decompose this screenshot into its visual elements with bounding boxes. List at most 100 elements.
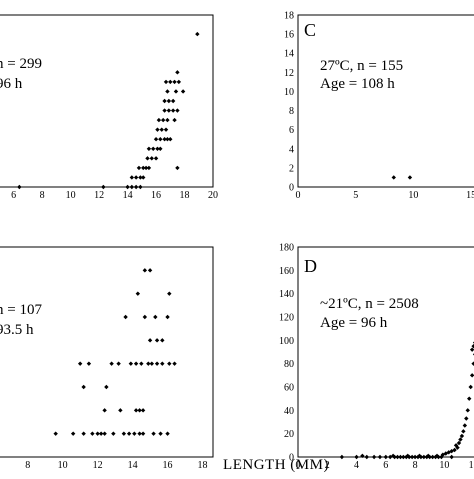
annotation-line-2: 93.5 h bbox=[0, 322, 34, 338]
annotation-line-2: Age = 108 h bbox=[320, 76, 395, 92]
data-point bbox=[158, 137, 162, 141]
data-point bbox=[150, 361, 154, 365]
data-point bbox=[154, 137, 158, 141]
data-point bbox=[104, 385, 108, 389]
plot-frame bbox=[0, 15, 213, 187]
data-point bbox=[167, 291, 171, 295]
y-tick-label: 100 bbox=[279, 336, 294, 347]
data-points bbox=[17, 32, 199, 189]
data-point bbox=[167, 99, 171, 103]
data-point bbox=[354, 455, 358, 459]
data-point bbox=[143, 315, 147, 319]
y-tick-label: 14 bbox=[284, 49, 294, 60]
data-point bbox=[378, 455, 382, 459]
data-point bbox=[165, 89, 169, 93]
data-point bbox=[165, 118, 169, 122]
data-point bbox=[134, 361, 138, 365]
x-tick-label: 6 bbox=[11, 190, 16, 201]
data-point bbox=[153, 315, 157, 319]
data-point bbox=[172, 80, 176, 84]
data-point bbox=[154, 156, 158, 160]
data-point bbox=[116, 361, 120, 365]
y-tick-label: 120 bbox=[279, 313, 294, 324]
data-point bbox=[130, 175, 134, 179]
data-point bbox=[466, 408, 470, 412]
annotation-line-1: n = 299 bbox=[0, 56, 42, 72]
data-point bbox=[461, 429, 465, 433]
data-point bbox=[160, 361, 164, 365]
data-point bbox=[130, 185, 134, 189]
plot-frame bbox=[298, 247, 474, 457]
data-point bbox=[157, 118, 161, 122]
x-axis-title: LENGTH (MM) bbox=[223, 457, 329, 473]
x-tick-label: 18 bbox=[180, 190, 190, 201]
data-point bbox=[147, 147, 151, 151]
data-point bbox=[172, 118, 176, 122]
data-point bbox=[123, 315, 127, 319]
data-point bbox=[127, 431, 131, 435]
data-point bbox=[111, 431, 115, 435]
data-point bbox=[132, 431, 136, 435]
y-tick-label: 8 bbox=[289, 106, 294, 117]
x-tick-label: 6 bbox=[383, 460, 388, 471]
annotation-line-1: 27ºC, n = 155 bbox=[320, 58, 403, 74]
data-point bbox=[90, 431, 94, 435]
data-point bbox=[449, 455, 453, 459]
data-point bbox=[118, 408, 122, 412]
y-tick-label: 80 bbox=[284, 359, 294, 370]
y-tick-label: 60 bbox=[284, 383, 294, 394]
x-tick-label: 5 bbox=[353, 190, 358, 201]
data-point bbox=[125, 185, 129, 189]
data-point bbox=[109, 361, 113, 365]
data-point bbox=[181, 89, 185, 93]
data-point bbox=[148, 268, 152, 272]
x-tick-label: 12 bbox=[94, 190, 104, 201]
data-point bbox=[151, 147, 155, 151]
data-point bbox=[162, 99, 166, 103]
x-tick-label: 20 bbox=[208, 190, 218, 201]
data-point bbox=[463, 423, 467, 427]
x-tick-label: 8 bbox=[40, 190, 45, 201]
data-point bbox=[171, 108, 175, 112]
data-point bbox=[168, 80, 172, 84]
data-point bbox=[134, 185, 138, 189]
data-point bbox=[78, 361, 82, 365]
annotation-line-2: Age = 96 h bbox=[320, 315, 388, 331]
data-point bbox=[145, 156, 149, 160]
x-tick-label: 10 bbox=[408, 190, 418, 201]
data-point bbox=[168, 137, 172, 141]
panel-letter: D bbox=[304, 256, 317, 276]
x-tick-label: 16 bbox=[163, 460, 173, 471]
data-point bbox=[172, 361, 176, 365]
y-tick-label: 6 bbox=[289, 125, 294, 136]
annotation-line-2: 96 h bbox=[0, 76, 23, 92]
x-tick-label: 10 bbox=[58, 460, 68, 471]
data-point bbox=[129, 361, 133, 365]
data-point bbox=[141, 408, 145, 412]
y-tick-label: 16 bbox=[284, 30, 294, 41]
data-point bbox=[470, 373, 474, 377]
x-tick-label: 14 bbox=[128, 460, 138, 471]
data-point bbox=[160, 338, 164, 342]
data-point bbox=[164, 80, 168, 84]
data-point bbox=[150, 156, 154, 160]
data-point bbox=[141, 431, 145, 435]
x-tick-label: 8 bbox=[25, 460, 30, 471]
data-points bbox=[392, 175, 413, 179]
x-tick-label: 18 bbox=[198, 460, 208, 471]
data-point bbox=[195, 32, 199, 36]
annotation-line-1: ~21ºC, n = 2508 bbox=[320, 296, 419, 312]
data-point bbox=[101, 185, 105, 189]
data-point bbox=[158, 147, 162, 151]
annotation-line-1: n = 107 bbox=[0, 302, 42, 318]
x-tick-label: 12 bbox=[469, 460, 474, 471]
data-point bbox=[81, 431, 85, 435]
